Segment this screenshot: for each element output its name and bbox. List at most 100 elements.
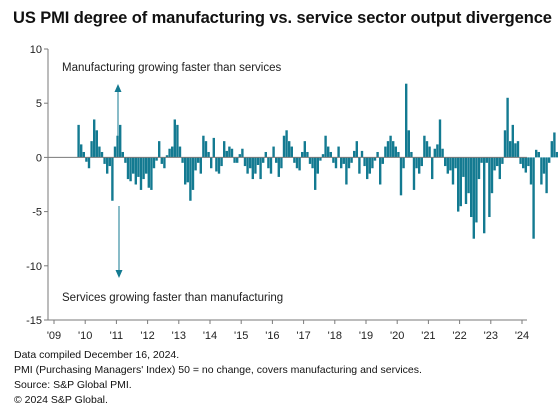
bar bbox=[394, 146, 397, 158]
bar bbox=[262, 157, 265, 163]
bar bbox=[176, 124, 179, 158]
bar bbox=[285, 130, 288, 158]
bar bbox=[160, 157, 163, 164]
bar bbox=[441, 148, 444, 158]
bar bbox=[327, 146, 330, 158]
bar bbox=[165, 155, 169, 158]
bar bbox=[103, 157, 106, 164]
bar bbox=[132, 157, 135, 174]
bar bbox=[506, 97, 509, 158]
bar bbox=[82, 151, 85, 158]
bar bbox=[207, 151, 210, 158]
chart-title: US PMI degree of manufacturing vs. servi… bbox=[13, 9, 552, 27]
bar bbox=[355, 141, 358, 158]
bar bbox=[212, 137, 215, 158]
bar bbox=[347, 157, 351, 169]
bar bbox=[293, 157, 296, 163]
x-tick-label: '12 bbox=[140, 330, 154, 342]
bar bbox=[168, 148, 171, 158]
bar bbox=[152, 157, 156, 169]
bar bbox=[314, 157, 317, 190]
bar bbox=[87, 157, 91, 169]
x-tick-label: '11 bbox=[110, 330, 124, 342]
bar bbox=[129, 157, 132, 182]
x-tick-label: '19 bbox=[359, 330, 373, 342]
bar bbox=[501, 157, 504, 164]
bar bbox=[90, 141, 93, 158]
bar bbox=[142, 157, 145, 180]
bar bbox=[204, 141, 208, 158]
bar bbox=[425, 141, 429, 158]
bar bbox=[467, 157, 470, 194]
bar bbox=[503, 130, 507, 158]
bar bbox=[259, 157, 262, 180]
bar bbox=[267, 157, 270, 169]
bar bbox=[483, 157, 486, 234]
bar bbox=[223, 141, 226, 158]
bar bbox=[555, 151, 558, 158]
x-tick-label: '13 bbox=[172, 330, 186, 342]
bar bbox=[275, 157, 278, 163]
bar bbox=[254, 157, 257, 174]
bar bbox=[324, 135, 327, 158]
y-tick-label: 5 bbox=[36, 98, 42, 110]
bar bbox=[186, 157, 189, 183]
bar bbox=[371, 157, 374, 169]
bar bbox=[228, 146, 231, 158]
bar bbox=[220, 157, 223, 167]
bar bbox=[100, 151, 104, 158]
bar bbox=[444, 157, 447, 167]
bar bbox=[519, 157, 522, 164]
bar bbox=[194, 157, 197, 171]
bar bbox=[535, 149, 538, 158]
bar bbox=[301, 151, 304, 158]
bar bbox=[386, 141, 390, 158]
bar bbox=[306, 151, 309, 158]
bar bbox=[342, 157, 345, 164]
bar bbox=[545, 157, 548, 194]
bar bbox=[540, 157, 543, 185]
bar bbox=[412, 157, 416, 190]
x-tick-label: '10 bbox=[78, 330, 92, 342]
bar bbox=[238, 154, 241, 158]
x-tick-label: '16 bbox=[265, 330, 279, 342]
bar bbox=[316, 157, 319, 174]
bar bbox=[485, 157, 488, 163]
bar bbox=[243, 157, 247, 167]
bar bbox=[470, 157, 473, 218]
bar bbox=[462, 157, 465, 177]
bar bbox=[191, 157, 195, 190]
bar bbox=[431, 157, 434, 180]
bar bbox=[548, 157, 551, 163]
bar bbox=[493, 157, 496, 171]
bar bbox=[264, 151, 267, 158]
bar bbox=[251, 157, 254, 180]
bar bbox=[241, 148, 244, 158]
bar bbox=[389, 135, 392, 158]
bar bbox=[454, 157, 457, 169]
bar bbox=[529, 157, 533, 185]
bar bbox=[236, 157, 239, 163]
bar bbox=[298, 157, 301, 171]
bar bbox=[113, 146, 117, 158]
bar bbox=[126, 157, 130, 180]
bar bbox=[509, 141, 512, 158]
bar bbox=[332, 157, 335, 163]
bar bbox=[410, 151, 413, 158]
bar bbox=[272, 146, 275, 158]
bar bbox=[472, 157, 475, 239]
bar bbox=[217, 157, 221, 174]
bar bbox=[163, 157, 166, 169]
bar bbox=[210, 157, 213, 169]
annotation-lower: Services growing faster than manufacturi… bbox=[62, 292, 283, 304]
bar bbox=[438, 119, 442, 158]
bar bbox=[155, 157, 158, 161]
y-axis-labels: 10 5 0 -5 -10 -15 bbox=[26, 44, 42, 327]
bar bbox=[106, 157, 109, 174]
bar bbox=[202, 135, 205, 158]
bar bbox=[116, 135, 119, 158]
arrow-up-icon bbox=[114, 84, 122, 137]
bars bbox=[77, 83, 558, 239]
bar bbox=[514, 143, 517, 158]
